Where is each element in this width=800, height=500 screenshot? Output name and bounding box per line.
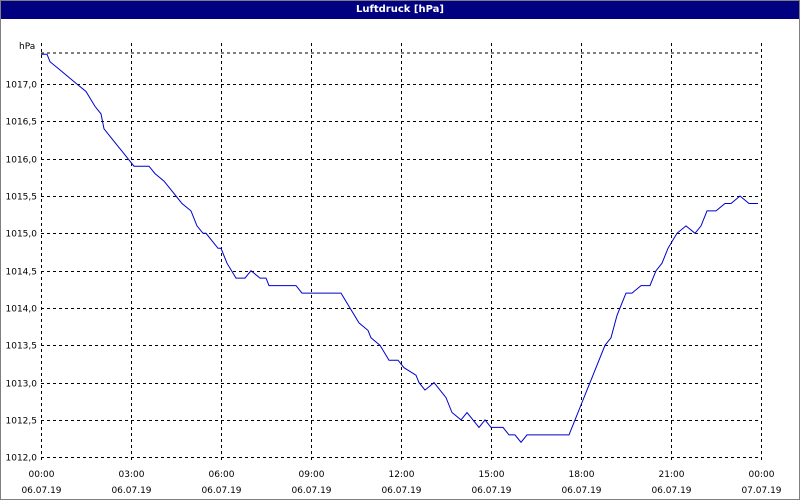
x-tick-date-label: 06.07.19 (21, 486, 61, 496)
y-tick-label: 1016,5 (6, 118, 38, 128)
y-tick-label: 1012,0 (6, 454, 38, 464)
y-axis-unit-label: hPa (19, 42, 35, 52)
y-tick-label: 1012,5 (6, 417, 38, 427)
y-tick-label: 1015,5 (6, 193, 38, 203)
x-tick-time-label: 00:00 (749, 470, 775, 480)
y-tick-label: 1016,0 (6, 156, 38, 166)
x-tick-date-label: 06.07.19 (291, 486, 331, 496)
grid (41, 43, 762, 461)
series-line (41, 53, 758, 444)
y-tick-label: 1014,5 (6, 268, 38, 278)
x-tick-time-label: 18:00 (569, 470, 595, 480)
x-tick-time-label: 09:00 (299, 470, 325, 480)
x-axis-ticks: 00:00 06.07.19 03:00 06.07.19 06:00 06.07.19 0… (21, 470, 781, 496)
x-tick-date-label: 06.07.19 (561, 486, 601, 496)
x-tick-time-label: 12:00 (389, 470, 415, 480)
x-tick-date-label: 06.07.19 (111, 486, 151, 496)
x-tick-time-label: 21:00 (659, 470, 685, 480)
x-tick-time-label: 03:00 (119, 470, 145, 480)
series-group (41, 53, 758, 444)
x-tick-time-label: 06:00 (209, 470, 235, 480)
x-tick-date-label: 07.07.19 (741, 486, 781, 496)
x-tick-date-label: 06.07.19 (201, 486, 241, 496)
y-tick-label: 1015,0 (6, 230, 38, 240)
y-tick-label: 1017,0 (6, 81, 38, 91)
x-tick-date-label: 06.07.19 (381, 486, 421, 496)
window-title: Luftdruck [hPa] (1, 1, 799, 19)
x-tick-date-label: 06.07.19 (651, 486, 691, 496)
x-tick-date-label: 06.07.19 (471, 486, 511, 496)
x-tick-time-label: 00:00 (29, 470, 55, 480)
x-tick-time-label: 15:00 (479, 470, 505, 480)
y-tick-label: 1014,0 (6, 305, 38, 315)
y-tick-label: 1013,0 (6, 380, 38, 390)
y-tick-label: 1013,5 (6, 342, 38, 352)
y-axis-ticks: 1012,0 1012,5 1013,0 1013,5 1014,0 1014,5 1015… (6, 81, 38, 464)
